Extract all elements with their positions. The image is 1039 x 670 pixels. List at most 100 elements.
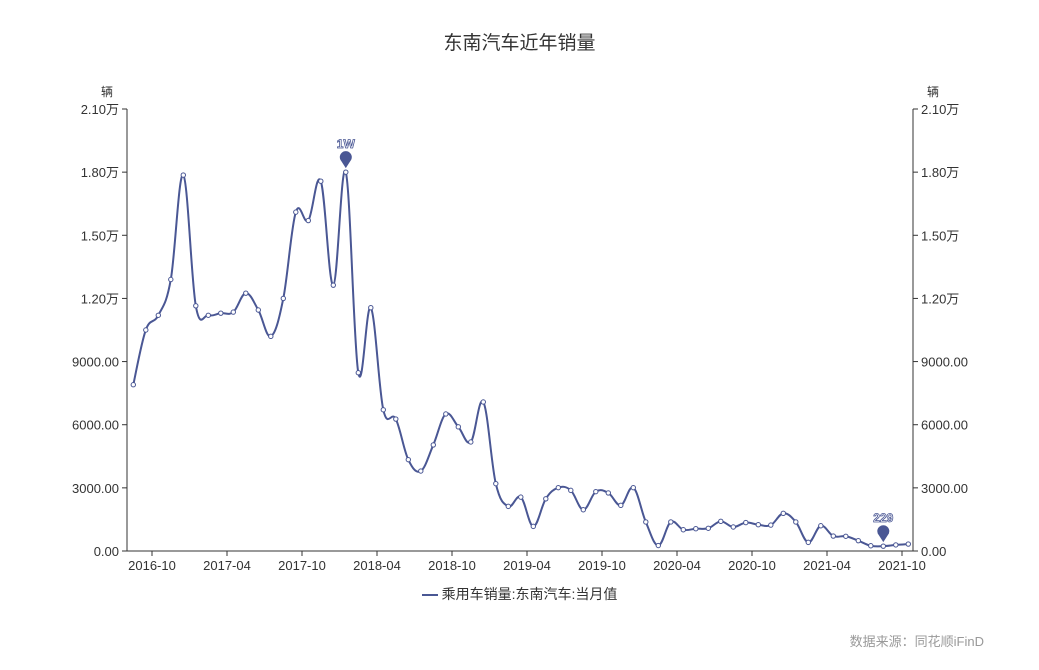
- series-line: [132, 169, 909, 548]
- data-point[interactable]: [405, 456, 411, 463]
- y-tick-label: 9000.00: [72, 355, 119, 370]
- data-point[interactable]: [680, 527, 686, 533]
- data-point[interactable]: [855, 537, 861, 544]
- data-point[interactable]: [518, 494, 524, 500]
- data-point[interactable]: [380, 407, 386, 413]
- data-point[interactable]: [743, 519, 749, 526]
- x-tick-label: 2018-04: [353, 558, 401, 573]
- data-point[interactable]: [293, 209, 299, 215]
- x-tick-label: 2021-04: [803, 558, 851, 573]
- data-point[interactable]: [493, 480, 499, 487]
- data-point[interactable]: [793, 519, 799, 525]
- data-point[interactable]: [143, 327, 149, 333]
- y-tick-label-right: 0.00: [921, 544, 946, 559]
- data-point[interactable]: [230, 309, 237, 315]
- data-point[interactable]: [168, 276, 174, 283]
- data-point[interactable]: [568, 487, 574, 494]
- data-point[interactable]: [205, 312, 212, 318]
- x-tick-label: 2019-10: [578, 558, 626, 573]
- y-tick-label: 1.20万: [81, 291, 119, 306]
- data-source: 数据来源：同花顺iFinD: [849, 634, 984, 649]
- data-point[interactable]: [330, 282, 336, 288]
- data-point[interactable]: [355, 370, 361, 376]
- data-point[interactable]: [905, 541, 911, 547]
- data-point[interactable]: [605, 490, 611, 496]
- y-tick-label: 1.80万: [81, 165, 119, 180]
- data-point[interactable]: [455, 424, 461, 430]
- data-point[interactable]: [543, 496, 549, 502]
- x-tick-label: 2017-10: [278, 558, 326, 573]
- data-point[interactable]: [668, 519, 674, 525]
- data-point[interactable]: [893, 542, 899, 548]
- data-point[interactable]: [755, 521, 761, 528]
- chart-title: 东南汽车近年销量: [443, 33, 596, 54]
- data-point[interactable]: [718, 518, 724, 525]
- legend-label: 乘用车销量:东南汽车:当月值: [441, 586, 618, 602]
- pin-marker-icon: [877, 525, 890, 543]
- data-point[interactable]: [393, 416, 399, 422]
- data-point[interactable]: [130, 382, 137, 388]
- data-point[interactable]: [530, 523, 536, 530]
- pin-marker-icon: [339, 151, 352, 169]
- data-point[interactable]: [618, 502, 624, 509]
- y-tick-label-right: 3000.00: [921, 481, 968, 496]
- data-point[interactable]: [268, 333, 274, 340]
- data-point[interactable]: [580, 507, 586, 513]
- data-point[interactable]: [443, 411, 449, 417]
- y-tick-label-right: 9000.00: [921, 355, 968, 370]
- data-point[interactable]: [705, 525, 711, 531]
- data-point[interactable]: [693, 525, 699, 532]
- y-axis-unit-right: 辆: [927, 85, 939, 99]
- data-point[interactable]: [780, 510, 786, 517]
- data-point[interactable]: [643, 519, 649, 525]
- data-point[interactable]: [880, 543, 886, 549]
- data-point[interactable]: [805, 539, 811, 546]
- data-point[interactable]: [255, 307, 261, 313]
- data-point[interactable]: [555, 484, 561, 491]
- data-point[interactable]: [468, 439, 474, 445]
- y-tick-label: 0.00: [94, 544, 119, 559]
- data-point[interactable]: [768, 522, 774, 528]
- data-point[interactable]: [480, 399, 486, 405]
- data-point[interactable]: [818, 523, 824, 529]
- x-tick-label: 2020-10: [728, 558, 776, 573]
- y-tick-label-right: 6000.00: [921, 418, 968, 433]
- legend-item[interactable]: 乘用车销量:东南汽车:当月值: [0, 584, 1039, 604]
- data-point[interactable]: [218, 310, 224, 316]
- data-point[interactable]: [655, 542, 661, 549]
- legend-line-icon: [421, 594, 438, 597]
- y-tick-label: 3000.00: [72, 481, 119, 496]
- data-point[interactable]: [343, 169, 349, 175]
- data-point[interactable]: [505, 503, 511, 510]
- y-axis-unit-left: 辆: [101, 85, 113, 99]
- data-point[interactable]: [155, 312, 162, 318]
- data-point[interactable]: [305, 217, 311, 224]
- y-tick-label-right: 1.80万: [921, 165, 959, 180]
- x-tick-label: 2021-10: [878, 558, 926, 573]
- pin-label: 1W: [337, 137, 356, 151]
- data-point[interactable]: [430, 442, 436, 448]
- data-point[interactable]: [193, 303, 199, 309]
- data-point[interactable]: [730, 524, 736, 530]
- x-tick-label: 2016-10: [128, 558, 176, 573]
- data-point[interactable]: [318, 178, 324, 184]
- data-point[interactable]: [280, 295, 286, 302]
- data-point[interactable]: [368, 304, 374, 311]
- x-tick-label: 2020-04: [653, 558, 701, 573]
- data-point[interactable]: [243, 290, 249, 296]
- data-point[interactable]: [630, 484, 636, 491]
- data-point[interactable]: [593, 488, 599, 495]
- y-tick-label: 6000.00: [72, 418, 119, 433]
- y-tick-label-right: 2.10万: [921, 102, 959, 117]
- y-tick-label-right: 1.20万: [921, 291, 959, 306]
- x-tick-label: 2019-04: [503, 558, 551, 573]
- data-point[interactable]: [830, 533, 836, 539]
- y-tick-label-right: 1.50万: [921, 228, 959, 243]
- data-point[interactable]: [180, 172, 187, 178]
- x-tick-label: 2018-10: [428, 558, 476, 573]
- data-point[interactable]: [418, 468, 424, 474]
- data-point[interactable]: [868, 543, 874, 549]
- data-point[interactable]: [843, 533, 849, 539]
- y-tick-label: 1.50万: [81, 228, 119, 243]
